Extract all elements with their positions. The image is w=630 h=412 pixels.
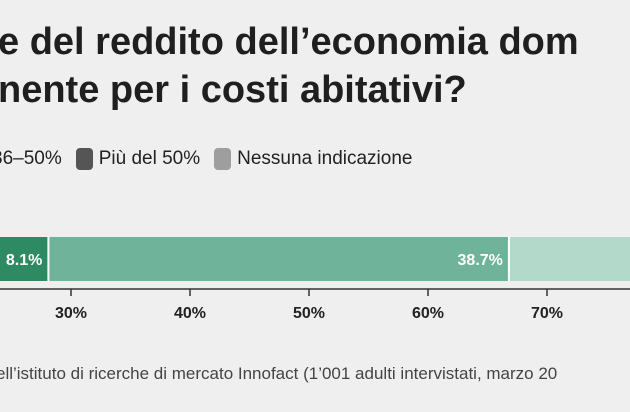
x-tick-label-30: 30% bbox=[55, 305, 87, 322]
legend-swatch-over-50 bbox=[75, 148, 93, 170]
bar-segment-0 bbox=[0, 237, 49, 281]
chart-title: e del reddito dell’economia dom nente pe… bbox=[0, 18, 630, 114]
legend-item-over-50: Più del 50% bbox=[75, 148, 201, 170]
bar-segment-2 bbox=[508, 237, 630, 281]
legend-item-36-50: 36–50% bbox=[0, 148, 62, 170]
legend-item-no-answer: Nessuna indicazione bbox=[214, 148, 412, 170]
legend-label-36-50: 36–50% bbox=[0, 148, 62, 169]
title-line-1: e del reddito dell’economia dom bbox=[0, 21, 579, 63]
legend: 36–50% Più del 50% Nessuna indicazione bbox=[0, 148, 426, 170]
x-tick-label-70: 70% bbox=[531, 305, 563, 322]
data-label-1: 38.7% bbox=[458, 252, 503, 269]
title-line-2: nente per i costi abitativi? bbox=[0, 69, 467, 111]
data-label-0: 8.1% bbox=[6, 252, 42, 269]
source-note: ell’istituto di ricerche di mercato Inno… bbox=[0, 364, 558, 383]
x-tick-label-60: 60% bbox=[412, 305, 444, 322]
legend-label-no-answer: Nessuna indicazione bbox=[237, 148, 413, 169]
bar-segment-1 bbox=[48, 237, 509, 281]
x-tick-label-50: 50% bbox=[293, 305, 325, 322]
legend-label-over-50: Più del 50% bbox=[98, 148, 201, 169]
x-tick-label-40: 40% bbox=[174, 305, 206, 322]
legend-swatch-no-answer bbox=[214, 148, 232, 170]
